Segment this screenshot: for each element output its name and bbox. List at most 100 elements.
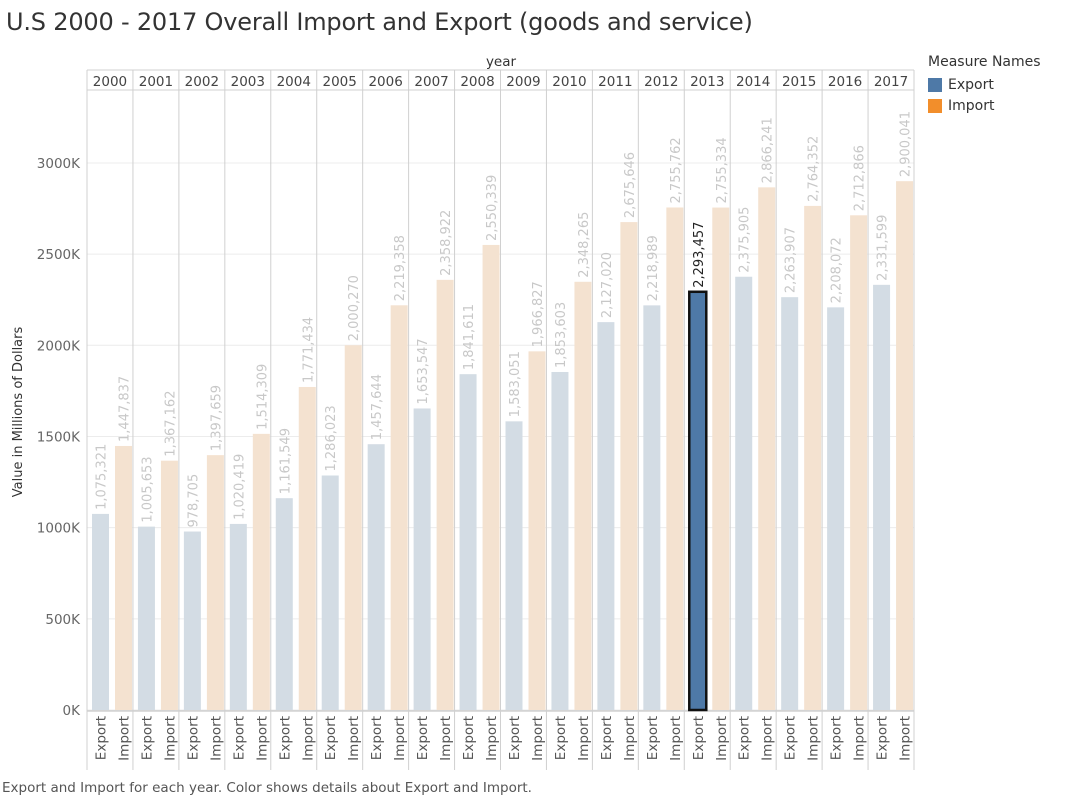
- legend: Measure Names Export Import: [928, 54, 1041, 116]
- y-tick-label: 500K: [45, 612, 81, 628]
- bar-export-2010[interactable]: [551, 371, 569, 710]
- value-label-export-2007: 1,653,547: [416, 338, 431, 404]
- bar-export-2002[interactable]: [183, 531, 201, 710]
- value-label-import-2015: 2,764,352: [807, 136, 822, 202]
- bar-import-2006[interactable]: [390, 305, 408, 710]
- bar-import-2004[interactable]: [298, 386, 316, 710]
- value-label-export-2013: 2,293,457: [692, 222, 707, 288]
- bar-import-2016[interactable]: [850, 215, 868, 710]
- x-category-label-export-2011: Export: [599, 716, 615, 760]
- bar-export-2014[interactable]: [735, 276, 753, 710]
- column-dividers: [86, 69, 915, 770]
- x-category-label-export-2017: Export: [875, 716, 891, 760]
- bar-import-2001[interactable]: [160, 460, 178, 710]
- x-category-label-export-2003: Export: [231, 716, 247, 760]
- value-label-import-2004: 1,771,434: [301, 317, 316, 383]
- value-label-export-2012: 2,218,989: [646, 235, 661, 301]
- value-label-import-2001: 1,367,162: [163, 391, 178, 457]
- value-label-import-2012: 2,755,762: [669, 137, 684, 203]
- year-header-2007: 2007: [414, 74, 448, 90]
- x-category-label-import-2004: Import: [300, 716, 316, 761]
- bar-import-2000[interactable]: [115, 445, 132, 710]
- value-label-import-2008: 2,550,339: [485, 175, 500, 241]
- value-label-import-2016: 2,712,866: [853, 145, 868, 211]
- x-category-label-export-2005: Export: [323, 716, 339, 760]
- bar-export-2013[interactable]: [688, 290, 708, 712]
- x-axis-title: year: [486, 54, 517, 70]
- bar-import-2008[interactable]: [482, 244, 500, 711]
- x-category-label-import-2015: Import: [806, 716, 822, 761]
- bar-import-2017[interactable]: [896, 181, 914, 710]
- value-label-export-2014: 2,375,905: [738, 207, 753, 273]
- bar-import-2003[interactable]: [252, 433, 270, 710]
- bar-import-2015[interactable]: [804, 205, 822, 710]
- bar-import-2010[interactable]: [574, 281, 592, 710]
- x-category-label-export-2015: Export: [783, 716, 799, 760]
- bar-export-2000[interactable]: [92, 513, 109, 710]
- legend-item-import[interactable]: Import: [928, 95, 1041, 116]
- value-label-export-2000: 1,075,321: [95, 444, 110, 510]
- bar-import-2012[interactable]: [666, 207, 684, 710]
- bar-import-2014[interactable]: [758, 187, 776, 710]
- x-axis-category-labels: Export Import Export Import Export Import Expo…: [94, 716, 914, 761]
- legend-swatch-export: [928, 77, 942, 92]
- bar-import-2009[interactable]: [528, 351, 546, 710]
- x-category-label-export-2001: Export: [139, 716, 155, 760]
- value-label-export-2001: 1,005,653: [140, 456, 155, 522]
- bar-export-2007[interactable]: [413, 408, 431, 710]
- year-header-2009: 2009: [506, 74, 540, 90]
- x-category-label-import-2014: Import: [760, 716, 776, 761]
- bars: [92, 181, 914, 712]
- value-label-export-2015: 2,263,907: [784, 227, 799, 293]
- y-tick-label: 3000K: [37, 156, 81, 172]
- bar-import-2002[interactable]: [206, 455, 224, 710]
- bar-export-2005[interactable]: [321, 475, 339, 710]
- year-header-2004: 2004: [277, 74, 311, 90]
- bar-export-2017[interactable]: [873, 284, 891, 710]
- bar-import-2007[interactable]: [436, 279, 454, 710]
- bar-export-2015[interactable]: [781, 297, 799, 710]
- x-category-label-export-2014: Export: [737, 716, 753, 760]
- year-header-2015: 2015: [782, 74, 816, 90]
- x-category-label-export-2007: Export: [415, 716, 431, 760]
- year-header-2002: 2002: [185, 74, 219, 90]
- x-category-label-export-2004: Export: [277, 716, 293, 760]
- bar-export-2009[interactable]: [505, 421, 523, 710]
- y-axis-ticks: 0K 500K 1000K 1500K 2000K 2500K 3000K: [37, 156, 81, 719]
- x-category-label-import-2007: Import: [438, 716, 454, 761]
- bar-export-2016[interactable]: [827, 307, 845, 710]
- value-label-import-2003: 1,514,309: [255, 364, 270, 430]
- bar-export-2012[interactable]: [643, 305, 661, 710]
- value-label-export-2017: 2,331,599: [876, 215, 891, 281]
- bar-export-2003[interactable]: [229, 523, 247, 710]
- x-category-label-import-2002: Import: [208, 716, 224, 761]
- year-header-2005: 2005: [323, 74, 357, 90]
- value-label-import-2010: 2,348,265: [577, 212, 592, 278]
- legend-label-import: Import: [948, 97, 995, 114]
- y-tick-label: 2000K: [37, 338, 81, 354]
- value-label-import-2014: 2,866,241: [761, 117, 776, 183]
- legend-item-export[interactable]: Export: [928, 74, 1041, 95]
- bar-export-2006[interactable]: [367, 444, 385, 710]
- bar-import-2013[interactable]: [712, 207, 730, 710]
- value-label-import-2017: 2,900,041: [899, 111, 914, 177]
- x-category-label-export-2008: Export: [461, 716, 477, 760]
- year-header-2003: 2003: [231, 74, 265, 90]
- value-label-import-2006: 2,219,358: [393, 235, 408, 301]
- y-tick-label: 1000K: [37, 521, 81, 537]
- bar-import-2011[interactable]: [620, 222, 638, 711]
- x-category-label-export-2012: Export: [645, 716, 661, 760]
- bar-import-2005[interactable]: [344, 345, 362, 710]
- bar-export-2008[interactable]: [459, 374, 477, 710]
- x-category-label-import-2003: Import: [254, 716, 270, 761]
- year-header-2013: 2013: [690, 74, 724, 90]
- year-header-2016: 2016: [828, 74, 862, 90]
- year-headers: 2000 2001 2002 2003 2004 2005 2006 2007 2008 2009…: [93, 74, 908, 90]
- bar-export-2011[interactable]: [597, 322, 615, 710]
- year-header-2017: 2017: [874, 74, 908, 90]
- bar-export-2001[interactable]: [137, 526, 155, 710]
- x-category-label-export-2010: Export: [553, 716, 569, 760]
- bar-export-2004[interactable]: [275, 498, 293, 710]
- x-category-label-import-2000: Import: [117, 716, 133, 761]
